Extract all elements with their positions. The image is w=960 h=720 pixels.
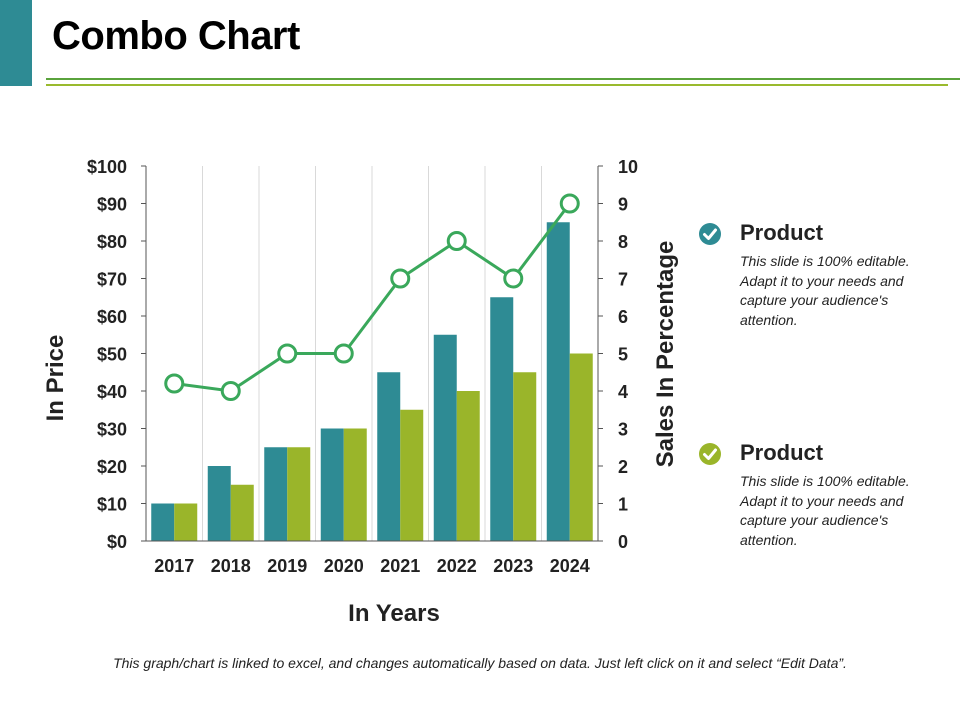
- y2-tick-label: 2: [618, 457, 628, 477]
- y-axis-title: In Price: [42, 335, 69, 422]
- x-tick-label: 2023: [493, 556, 533, 576]
- x-tick-label: 2024: [550, 556, 590, 576]
- y2-tick-label: 0: [618, 532, 628, 552]
- title-accent-block: [0, 0, 32, 86]
- y2-tick-label: 9: [618, 195, 628, 215]
- bar-2021-series-1: [377, 372, 401, 541]
- bar-2019-series-2: [287, 447, 311, 541]
- check-circle-icon: [699, 223, 721, 245]
- line-point-2020: [333, 343, 354, 364]
- y2-tick-label: 10: [618, 157, 638, 177]
- x-tick-label: 2020: [324, 556, 364, 576]
- bar-2021-series-2: [400, 409, 424, 541]
- y-tick-label: $0: [107, 532, 127, 552]
- bar-2018-series-2: [230, 484, 254, 541]
- bar-2020-series-1: [320, 428, 344, 541]
- page-title: Combo Chart: [52, 14, 300, 58]
- bar-2020-series-2: [343, 428, 367, 541]
- line-point-2019: [277, 343, 298, 364]
- y2-tick-label: 8: [618, 232, 628, 252]
- y2-tick-label: 3: [618, 420, 628, 440]
- title-divider-top: [46, 78, 960, 80]
- y-tick-label: $100: [87, 157, 127, 177]
- x-tick-label: 2017: [154, 556, 194, 576]
- bar-2022-series-1: [433, 334, 457, 541]
- x-axis-title: In Years: [348, 600, 440, 627]
- y2-axis-title: Sales In Percentage: [652, 241, 679, 468]
- y2-tick-label: 5: [618, 345, 628, 365]
- check-circle-icon: [699, 443, 721, 465]
- line-point-2018: [220, 381, 241, 401]
- y-tick-label: $40: [97, 382, 127, 402]
- title-divider-bottom: [46, 84, 948, 86]
- line-point-2022: [446, 231, 467, 251]
- y2-tick-label: 4: [618, 382, 628, 402]
- bar-2017-series-2: [174, 503, 198, 541]
- bar-2024-series-1: [546, 222, 570, 541]
- y2-tick-label: 6: [618, 307, 628, 327]
- footer-note: This graph/chart is linked to excel, and…: [113, 655, 847, 671]
- y-tick-label: $30: [97, 420, 127, 440]
- bar-2017-series-1: [151, 503, 175, 541]
- x-tick-label: 2018: [211, 556, 251, 576]
- bar-2024-series-2: [569, 353, 593, 541]
- bar-2018-series-1: [207, 466, 231, 541]
- y-tick-label: $80: [97, 232, 127, 252]
- x-tick-label: 2019: [267, 556, 307, 576]
- legend-description: This slide is 100% editable. Adapt it to…: [740, 253, 910, 328]
- x-tick-label: 2022: [437, 556, 477, 576]
- bar-2023-series-1: [490, 297, 514, 541]
- y-tick-label: $60: [97, 307, 127, 327]
- line-point-2021: [390, 268, 411, 289]
- legend-title: Product: [740, 440, 824, 465]
- line-series-sales: [174, 202, 571, 393]
- y-tick-label: $50: [97, 345, 127, 365]
- y-tick-label: $90: [97, 195, 127, 215]
- bar-2019-series-1: [264, 447, 288, 541]
- bar-2022-series-2: [456, 391, 480, 541]
- x-tick-label: 2021: [380, 556, 420, 576]
- y2-tick-label: 1: [618, 495, 628, 515]
- line-point-2023: [503, 268, 524, 289]
- legend-title: Product: [740, 220, 824, 245]
- y-tick-label: $20: [97, 457, 127, 477]
- y2-tick-label: 7: [618, 270, 628, 290]
- y-tick-label: $70: [97, 270, 127, 290]
- line-point-2017: [164, 373, 185, 394]
- y-tick-label: $10: [97, 495, 127, 515]
- legend-description: This slide is 100% editable. Adapt it to…: [740, 473, 910, 548]
- line-point-2024: [559, 193, 580, 214]
- bar-2023-series-2: [513, 372, 537, 541]
